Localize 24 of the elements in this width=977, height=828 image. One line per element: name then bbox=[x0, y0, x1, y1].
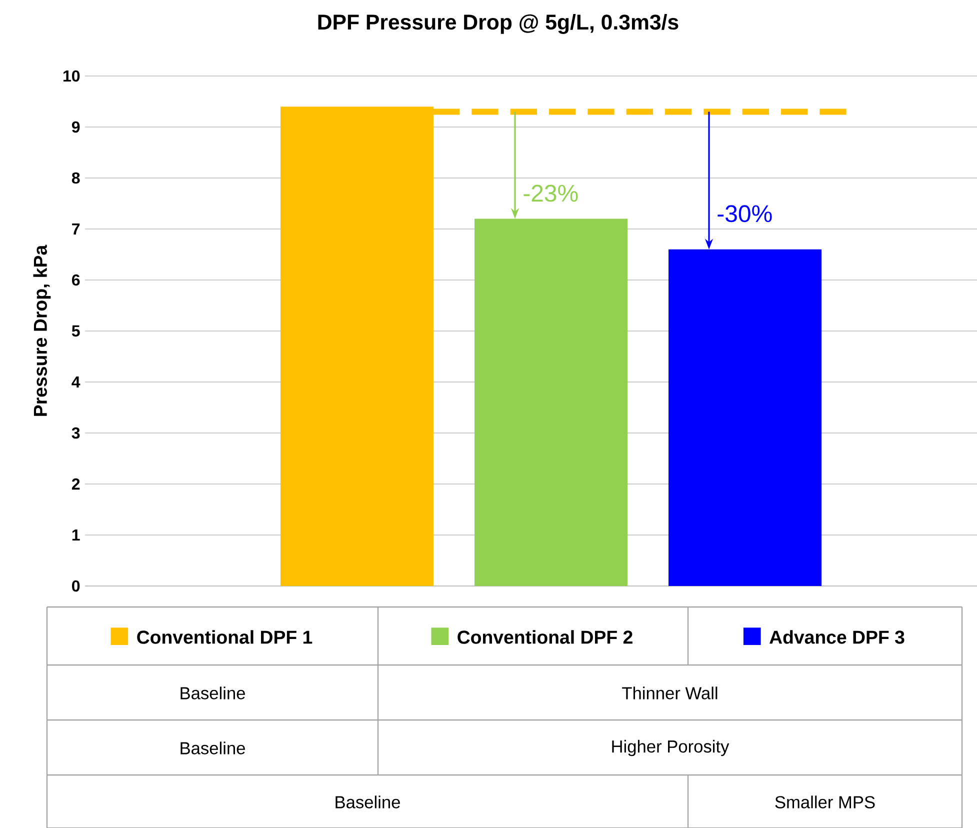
y-tick-label: 9 bbox=[72, 121, 80, 133]
annotation: -23% bbox=[524, 184, 578, 202]
text: Thinner Wall bbox=[622, 686, 718, 700]
y-tick-label: 4 bbox=[72, 376, 80, 388]
chart-title: DPF Pressure Drop @ 5g/L, 0.3m3/s bbox=[318, 14, 678, 34]
legend-label: Conventional DPF 1 bbox=[137, 630, 312, 644]
y-tick-label: 6 bbox=[72, 274, 80, 286]
legend-label: Conventional DPF 2 bbox=[458, 630, 632, 644]
text: Smaller MPS bbox=[775, 796, 875, 808]
text: Baseline bbox=[180, 686, 245, 700]
y-tick-label: 1 bbox=[72, 530, 80, 540]
y-tick-label: 0 bbox=[72, 580, 80, 592]
y-tick-label: 10 bbox=[64, 70, 80, 82]
y-tick-label: 3 bbox=[72, 427, 80, 439]
text: Baseline bbox=[180, 742, 245, 754]
y-tick-label: 8 bbox=[72, 172, 80, 184]
text: Higher Porosity bbox=[612, 740, 730, 756]
y-axis-title: Pressure Drop, kPa bbox=[33, 244, 51, 416]
legend-label: Advance DPF 3 bbox=[770, 630, 904, 644]
y-tick-label: 7 bbox=[72, 224, 80, 234]
text: Baseline bbox=[336, 796, 400, 808]
y-tick-label: 5 bbox=[72, 325, 80, 337]
y-tick-label: 2 bbox=[72, 478, 80, 490]
annotation: -30% bbox=[718, 205, 772, 222]
